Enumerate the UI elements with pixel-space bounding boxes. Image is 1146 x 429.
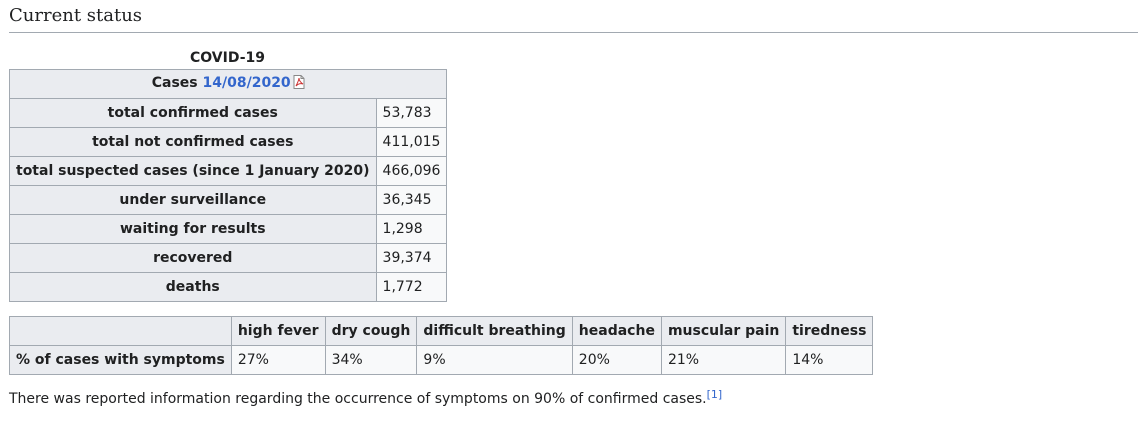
row-label: total not confirmed cases (9, 127, 377, 157)
symptoms-row-label: % of cases with symptoms (9, 345, 232, 375)
reference-link[interactable]: [1] (706, 388, 723, 401)
covid-cases-table: Cases 14/08/2020 total confirmed cases 5… (8, 69, 448, 302)
symptom-header: high fever (230, 316, 326, 346)
symptom-header: muscular pain (660, 316, 787, 346)
row-value: 39,374 (375, 243, 448, 273)
symptoms-value-row: % of cases with symptoms 27% 34% 9% 20% … (9, 345, 874, 375)
symptoms-table: high fever dry cough difficult breathing… (9, 316, 874, 375)
row-value: 1,298 (375, 214, 448, 244)
table-row: waiting for results 1,298 (9, 214, 448, 244)
table-row: recovered 39,374 (9, 243, 448, 273)
cases-header: Cases 14/08/2020 (8, 69, 448, 99)
table-caption: COVID-19 (189, 50, 266, 66)
row-value: 1,772 (375, 272, 448, 302)
symptom-value: 14% (785, 345, 874, 375)
table-row: deaths 1,772 (9, 272, 448, 302)
table-row: total confirmed cases 53,783 (9, 98, 448, 128)
symptoms-header-row: high fever dry cough difficult breathing… (9, 316, 874, 346)
table-row: total not confirmed cases 411,015 (9, 127, 448, 157)
cases-date-link[interactable]: 14/08/2020 (202, 75, 291, 91)
table-row: under surveillance 36,345 (9, 185, 448, 215)
table-header-row: Cases 14/08/2020 (8, 69, 448, 99)
section-heading: Current status (9, 4, 1138, 33)
symptom-header: dry cough (324, 316, 418, 346)
symptom-value: 34% (324, 345, 418, 375)
row-label: recovered (9, 243, 377, 273)
symptom-value: 9% (416, 345, 573, 375)
cases-header-label: Cases (151, 75, 198, 91)
symptom-value: 27% (230, 345, 326, 375)
symptom-header: difficult breathing (416, 316, 573, 346)
note-text: There was reported information regarding… (9, 391, 707, 407)
row-label: total suspected cases (since 1 January 2… (9, 156, 377, 186)
table-row: total suspected cases (since 1 January 2… (9, 156, 448, 186)
symptom-value: 21% (660, 345, 787, 375)
row-label: total confirmed cases (9, 98, 377, 128)
empty-header-cell (9, 316, 232, 346)
symptoms-note: There was reported information regarding… (9, 388, 722, 410)
row-value: 411,015 (375, 127, 448, 157)
row-value: 466,096 (375, 156, 448, 186)
row-label: deaths (9, 272, 377, 302)
symptom-header: tiredness (785, 316, 874, 346)
pdf-icon[interactable] (293, 75, 305, 93)
symptom-header: headache (571, 316, 662, 346)
row-value: 36,345 (375, 185, 448, 215)
symptom-value: 20% (571, 345, 662, 375)
row-value: 53,783 (375, 98, 448, 128)
row-label: waiting for results (9, 214, 377, 244)
row-label: under surveillance (9, 185, 377, 215)
